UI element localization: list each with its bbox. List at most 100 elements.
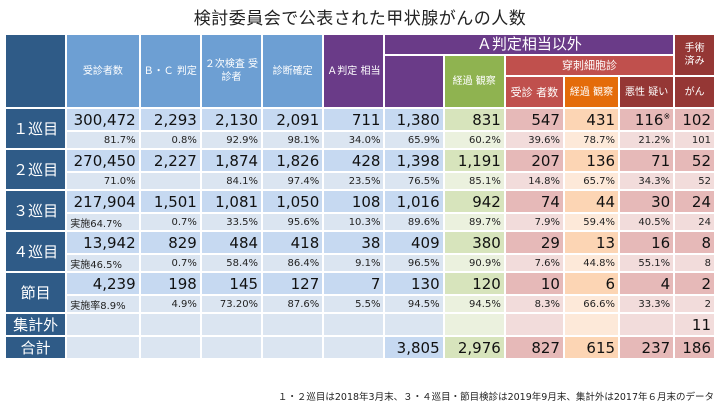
cell-empty xyxy=(140,314,200,335)
cell-observation: 120 xyxy=(444,273,504,294)
cell-pct: 7.6% xyxy=(505,255,563,271)
cell-non-a: 130 xyxy=(385,273,443,294)
cell-pct: 55.1% xyxy=(620,255,674,271)
cell-fna-examinees: 207 xyxy=(505,150,563,171)
header-fna-examinees: 受診 者数 xyxy=(505,77,563,107)
cell-fna-observation: 44 xyxy=(564,191,619,212)
cell-pct: 84.1% xyxy=(201,173,262,189)
cell-pct: 実施64.7% xyxy=(67,214,139,230)
cell-pct: 52 xyxy=(675,173,714,189)
header-fna-observation: 経過 観察 xyxy=(564,77,619,107)
cell-confirmed: 127 xyxy=(263,273,323,294)
cell-cancer: 52 xyxy=(675,150,714,171)
cell-pct: 89.7% xyxy=(444,214,504,230)
cell-fna-observation: 136 xyxy=(564,150,619,171)
cell-non-a: 1,380 xyxy=(385,109,443,130)
cell-a-judge: 108 xyxy=(324,191,384,212)
row-label-total: 合計 xyxy=(6,337,66,358)
cell-observation: 1,191 xyxy=(444,150,504,171)
cell-empty xyxy=(324,337,384,358)
cell-bc: 2,227 xyxy=(140,150,200,171)
cell-examinees: 217,904 xyxy=(67,191,139,212)
cell-pct: 8.3% xyxy=(505,296,563,312)
cell-malignant: 116※ xyxy=(620,109,674,130)
cell-confirmed: 1,050 xyxy=(263,191,323,212)
cell-fna-examinees: 29 xyxy=(505,232,563,253)
cell-empty xyxy=(201,314,262,335)
cell-fna-examinees: 547 xyxy=(505,109,563,130)
cell-pct: 81.7% xyxy=(67,132,139,148)
cell-secondary: 484 xyxy=(201,232,262,253)
cell-a-judge: 711 xyxy=(324,109,384,130)
cell-empty xyxy=(620,314,674,335)
cell-cancer: 24 xyxy=(675,191,714,212)
cell-total-cancer: 186 xyxy=(675,337,714,358)
cell-total-fna-observation: 615 xyxy=(564,337,619,358)
cell-pct: 101 xyxy=(675,132,714,148)
cell-total-observation: 2,976 xyxy=(444,337,504,358)
cell-pct: 実施46.5% xyxy=(67,255,139,271)
footnote-mark: ※ xyxy=(663,111,671,121)
cell-empty xyxy=(67,337,139,358)
cell-pct: 14.8% xyxy=(505,173,563,189)
cell-fna-observation: 13 xyxy=(564,232,619,253)
cell-pct: 10.3% xyxy=(324,214,384,230)
cell-cancer: 102 xyxy=(675,109,714,130)
cell-pct: 40.5% xyxy=(620,214,674,230)
cell-non-a: 1,398 xyxy=(385,150,443,171)
cell-pct: 98.1% xyxy=(263,132,323,148)
header-examinees: 受診者数 xyxy=(67,35,139,107)
cell-malignant: 16 xyxy=(620,232,674,253)
cell-secondary: 1,081 xyxy=(201,191,262,212)
cell-pct: 76.5% xyxy=(385,173,443,189)
cell-pct: 0.7% xyxy=(140,255,200,271)
cell-pct: 66.6% xyxy=(564,296,619,312)
cell-pct: 87.6% xyxy=(263,296,323,312)
cell-pct: 60.2% xyxy=(444,132,504,148)
cell-pct: 34.3% xyxy=(620,173,674,189)
row-label: 節目 xyxy=(6,273,66,312)
cell-observation: 831 xyxy=(444,109,504,130)
cell-pct: 86.4% xyxy=(263,255,323,271)
row-label: ４巡目 xyxy=(6,232,66,271)
cell-pct: 21.2% xyxy=(620,132,674,148)
cell-pct: 0.8% xyxy=(140,132,200,148)
cell-empty xyxy=(67,314,139,335)
cell-examinees: 300,472 xyxy=(67,109,139,130)
cell-cancer: 8 xyxy=(675,232,714,253)
header-a-judge: Ａ判定 相当 xyxy=(324,35,384,107)
header-confirmed: 診断確定 xyxy=(263,35,323,107)
row-label: １巡目 xyxy=(6,109,66,148)
cell-fna-observation: 6 xyxy=(564,273,619,294)
cell-examinees: 270,450 xyxy=(67,150,139,171)
cell-pct xyxy=(140,173,200,189)
cell-pct: 96.5% xyxy=(385,255,443,271)
header-corner xyxy=(6,35,66,107)
cell-cancer-outside: 11 xyxy=(675,314,714,335)
cell-pct: 71.0% xyxy=(67,173,139,189)
cell-empty xyxy=(263,337,323,358)
cell-pct: 44.8% xyxy=(564,255,619,271)
cell-pct: 実施率8.9% xyxy=(67,296,139,312)
cell-pct: 9.1% xyxy=(324,255,384,271)
cell-pct: 34.0% xyxy=(324,132,384,148)
cell-pct: 90.9% xyxy=(444,255,504,271)
header-non-a: Ａ判定相当以外 xyxy=(385,35,674,54)
header-bc-judge: Ｂ・Ｃ 判定 xyxy=(140,35,200,107)
header-observation: 経過 観察 xyxy=(444,56,504,107)
row-label: ３巡目 xyxy=(6,191,66,230)
cell-pct: 33.3% xyxy=(620,296,674,312)
cell-non-a: 1,016 xyxy=(385,191,443,212)
cell-malignant: 71 xyxy=(620,150,674,171)
cell-a-judge: 7 xyxy=(324,273,384,294)
cell-pct: 65.7% xyxy=(564,173,619,189)
cell-pct: 8 xyxy=(675,255,714,271)
cell-pct: 95.6% xyxy=(263,214,323,230)
cell-pct: 65.9% xyxy=(385,132,443,148)
cell-fna-examinees: 10 xyxy=(505,273,563,294)
cell-non-a: 409 xyxy=(385,232,443,253)
cell-pct: 73.20% xyxy=(201,296,262,312)
cell-empty xyxy=(140,337,200,358)
cell-fna-observation: 431 xyxy=(564,109,619,130)
cell-total-non-a: 3,805 xyxy=(385,337,443,358)
